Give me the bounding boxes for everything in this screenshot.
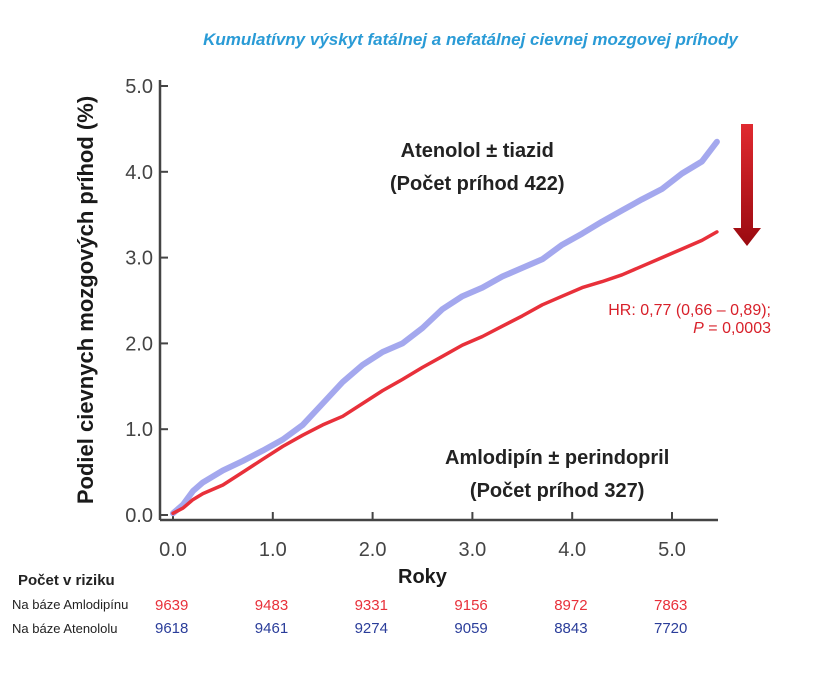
- at-risk-value: 8972: [554, 597, 588, 614]
- x-tick-label: 3.0: [458, 539, 486, 561]
- at-risk-value: 9618: [155, 620, 189, 637]
- at-risk-title: Počet v riziku: [18, 572, 115, 589]
- amlodipin-event-count: (Počet príhod 327): [469, 480, 645, 502]
- at-risk-value: 8843: [554, 620, 588, 637]
- amlodipin-series-name: Amlodipín ± perindopril: [445, 447, 670, 469]
- x-tick-label: 5.0: [658, 539, 686, 561]
- y-tick-label: 3.0: [125, 248, 153, 270]
- amlodipin-annotation: Amlodipín ± perindopril (Počet príhod 32…: [445, 447, 669, 503]
- at-risk-value: 7863: [654, 597, 688, 614]
- hazard-ratio-annotation: HR: 0,77 (0,66 – 0,89); P = 0,0003: [608, 302, 771, 338]
- hazard-ratio-text: HR: 0,77 (0,66 – 0,89);: [608, 302, 771, 319]
- at-risk-value: 9639: [155, 597, 189, 614]
- p-value-text: P = 0,0003: [693, 320, 771, 337]
- atenolol-series-name: Atenolol ± tiazid: [400, 140, 554, 162]
- decrease-arrow-icon: [733, 124, 761, 246]
- y-tick-label: 0.0: [125, 505, 153, 527]
- y-tick-label: 2.0: [125, 333, 153, 355]
- atenolol-annotation: Atenolol ± tiazid (Počet príhod 422): [390, 140, 564, 196]
- at-risk-value: 7720: [654, 620, 688, 637]
- at-risk-value: 9483: [254, 597, 289, 614]
- at-risk-value: 9059: [454, 620, 488, 637]
- at-risk-value: 9274: [354, 620, 388, 637]
- y-tick-label: 1.0: [125, 419, 153, 441]
- x-tick-label: 1.0: [259, 539, 287, 561]
- at-risk-value: 9331: [354, 597, 388, 614]
- y-axis-label: Podiel cievnych mozgových príhod (%): [73, 95, 98, 505]
- x-tick-label: 4.0: [558, 539, 586, 561]
- at-risk-value: 9156: [454, 597, 488, 614]
- x-tick-label: 0.0: [159, 539, 187, 561]
- chart-title: Kumulatívny výskyt fatálnej a nefatálnej…: [203, 30, 738, 49]
- x-tick-label: 2.0: [359, 539, 387, 561]
- atenolol-series-line: [170, 138, 720, 517]
- amlodipin-series-line: [171, 230, 719, 516]
- atenolol-event-count: (Počet príhod 422): [390, 173, 565, 195]
- at-risk-label-atenolol: Na báze Atenololu: [12, 621, 118, 636]
- at-risk-label-amlodipin: Na báze Amlodipínu: [12, 597, 129, 612]
- at-risk-value: 9461: [254, 620, 289, 637]
- y-tick-label: 5.0: [125, 76, 153, 98]
- x-axis-label: Roky: [398, 566, 447, 588]
- y-tick-label: 4.0: [125, 162, 153, 184]
